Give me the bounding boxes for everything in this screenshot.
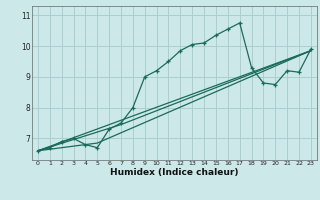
X-axis label: Humidex (Indice chaleur): Humidex (Indice chaleur) xyxy=(110,168,239,177)
